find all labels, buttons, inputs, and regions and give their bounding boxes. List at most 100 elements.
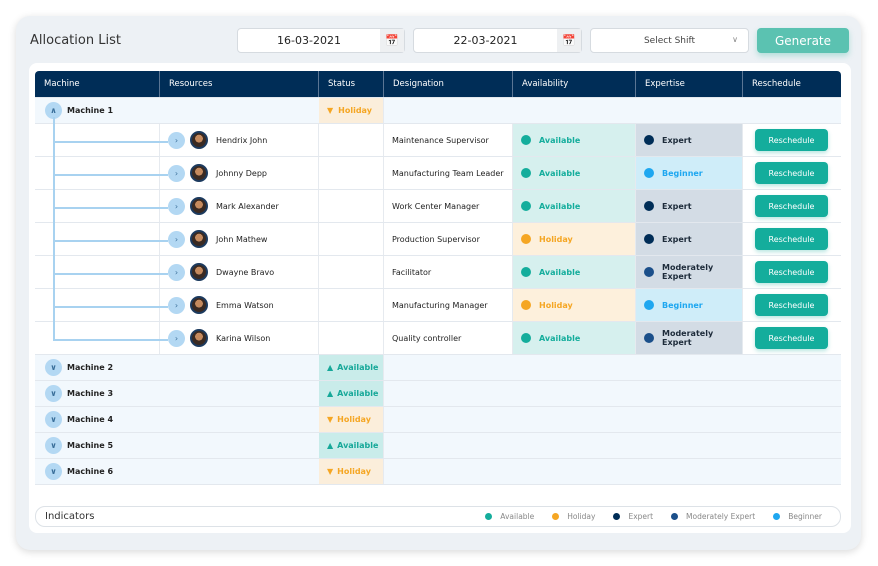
chevron-down-icon[interactable]: ∨ [45,437,62,454]
expertise-dot-icon [644,333,654,343]
reschedule-button[interactable]: Reschedule [755,228,828,250]
indicator-dot-icon [613,513,621,520]
designation: Facilitator [384,256,513,288]
tree-branch [53,240,168,242]
table-header: Machine Resources Status Designation Ava… [35,71,841,98]
status-badge: ▼ Holiday [319,98,384,123]
resource-row: › Hendrix John Maintenance Supervisor Ava… [35,124,841,157]
resource-name: Dwayne Bravo [216,267,275,277]
avatar [190,329,208,347]
end-date-input[interactable]: 22-03-2021 📅 [413,28,582,53]
reschedule-button[interactable]: Reschedule [755,327,828,349]
col-resources: Resources [160,71,319,97]
machine-name: Machine 3 [67,389,114,398]
resource-name: Mark Alexander [216,201,279,211]
start-date-input[interactable]: 16-03-2021 📅 [237,28,405,53]
chevron-up-icon[interactable]: ∧ [45,102,62,119]
status-badge: ▲ Available [319,381,384,406]
chevron-down-icon[interactable]: ∨ [45,463,62,480]
reschedule-button[interactable]: Reschedule [755,294,828,316]
status-badge: ▲ Available [319,355,384,380]
resource-name: Karina Wilson [216,333,271,343]
machine-row: ∨ Machine 2 ▲ Available [35,355,841,381]
avatar [190,296,208,314]
calendar-icon[interactable]: 📅 [557,29,581,52]
generate-button[interactable]: Generate [757,28,849,53]
machine-name: Machine 1 [67,106,114,115]
chevron-right-icon[interactable]: › [168,164,185,182]
indicator-item: Moderately Expert [671,512,755,521]
chevron-right-icon[interactable]: › [168,197,185,215]
expertise-cell: Beginner [636,289,743,321]
expertise-dot-icon [644,267,654,277]
chevron-right-icon[interactable]: › [168,329,185,347]
tree-branch [53,174,168,176]
resource-row: › Johnny Depp Manufacturing Team Leader A… [35,157,841,190]
indicator-dot-icon [671,513,679,520]
chevron-down-icon: ∨ [732,35,738,44]
indicator-dot-icon [485,513,493,520]
resource-row: › Dwayne Bravo Facilitator Available Mode… [35,256,841,289]
machine-row: ∨ Machine 4 ▼ Holiday [35,407,841,433]
expertise-cell: Expert [636,124,743,156]
machine-row: ∨ Machine 5 ▲ Available [35,433,841,459]
resource-row: › Karina Wilson Quality controller Availa… [35,322,841,355]
reschedule-button[interactable]: Reschedule [755,129,828,151]
col-status: Status [319,71,384,97]
reschedule-button[interactable]: Reschedule [755,261,828,283]
reschedule-button[interactable]: Reschedule [755,195,828,217]
resource-row: › Emma Watson Manufacturing Manager Holid… [35,289,841,322]
chevron-right-icon[interactable]: › [168,131,185,149]
designation: Manufacturing Team Leader [384,157,513,189]
tree-branch [53,207,168,209]
expertise-cell: Expert [636,190,743,222]
availability-cell: Available [513,124,636,156]
status-badge: ▲ Available [319,433,384,458]
availability-cell: Available [513,322,636,354]
shift-placeholder: Select Shift [643,35,696,46]
indicator-item: Expert [613,512,653,521]
status-badge: ▼ Holiday [319,407,384,432]
chevron-down-icon[interactable]: ∨ [45,411,62,428]
avatar [190,230,208,248]
designation: Manufacturing Manager [384,289,513,321]
col-reschedule: Reschedule [752,79,801,89]
reschedule-button[interactable]: Reschedule [755,162,828,184]
status-dot-icon [521,300,531,310]
chevron-right-icon[interactable]: › [168,230,185,248]
status-dot-icon [521,168,531,178]
designation: Work Center Manager [384,190,513,222]
machine-name: Machine 2 [67,363,114,372]
status-badge: ▼ Holiday [319,459,384,484]
chevron-right-icon[interactable]: › [168,263,185,281]
expertise-cell: Expert [636,223,743,255]
indicators-legend: Indicators Available Holiday Expert Moderat… [35,506,841,527]
chevron-right-icon[interactable]: › [168,296,185,314]
calendar-icon[interactable]: 📅 [380,29,404,52]
indicator-dot-icon [773,513,781,520]
indicator-item: Beginner [773,512,822,521]
machine-name: Machine 4 [67,415,114,424]
avatar [190,263,208,281]
shift-select[interactable]: Select Shift ∨ [590,28,749,53]
status-dot-icon [521,267,531,277]
indicator-dot-icon [552,513,560,520]
tree-line [53,117,55,339]
availability-cell: Available [513,256,636,288]
chevron-down-icon[interactable]: ∨ [45,385,62,402]
machine-name: Machine 6 [67,467,114,476]
expertise-dot-icon [644,135,654,145]
status-dot-icon [521,234,531,244]
resource-row: › John Mathew Production Supervisor Holid… [35,223,841,256]
resource-name: Emma Watson [216,300,274,310]
chevron-down-icon[interactable]: ∨ [45,359,62,376]
machine-row: ∧ Machine 1 ▼ Holiday [35,98,841,124]
indicator-item: Holiday [552,512,595,521]
end-date-value: 22-03-2021 [453,34,518,47]
col-machine: Machine [35,71,160,97]
availability-cell: Holiday [513,289,636,321]
resource-name: Hendrix John [216,135,268,145]
tree-branch [53,141,168,143]
machine-row: ∨ Machine 3 ▲ Available [35,381,841,407]
status-dot-icon [521,333,531,343]
